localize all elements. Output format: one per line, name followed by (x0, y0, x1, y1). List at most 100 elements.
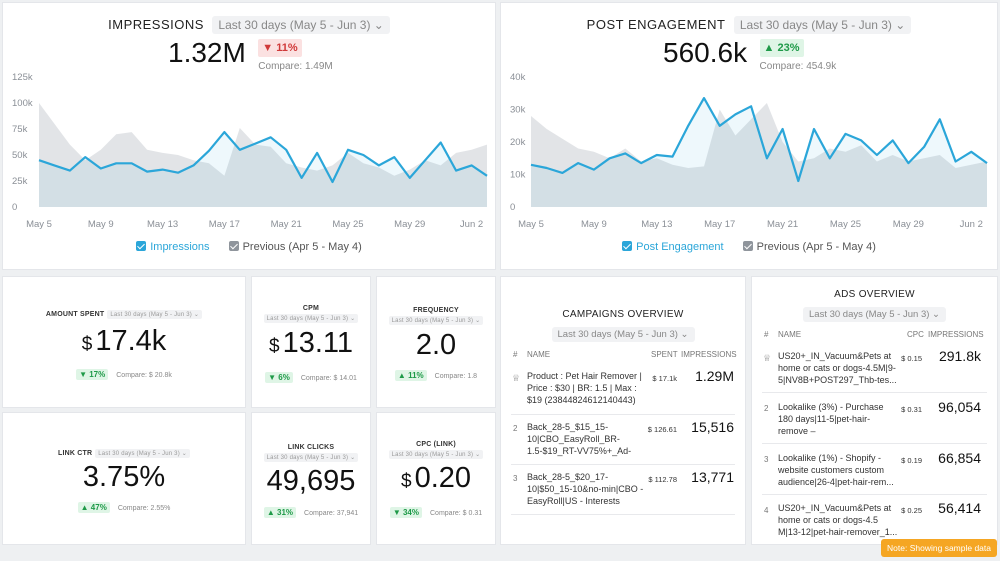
kpi-title: AMOUNT SPENT Last 30 days (May 5 - Jun 3)… (3, 310, 245, 319)
ads-range-row: Last 30 days (May 5 - Jun 3) ⌄ (752, 304, 997, 322)
kpi-delta: ▼ 6% (265, 372, 293, 383)
previous-series-area (531, 103, 987, 207)
y-tick-label: 100k (12, 98, 33, 109)
kpi-value: 49,695 (266, 465, 356, 497)
ad-name[interactable]: US20+_IN_Vacuum&Pets at home or cats or … (778, 503, 898, 537)
kpi-cpm: CPM Last 30 days (May 5 - Jun 3) ⌄ $13.1… (251, 276, 371, 408)
x-tick-label: May 29 (394, 219, 425, 230)
kpi-delta: ▼ 34% (389, 507, 422, 518)
kpi-compare: Compare: 1.8 (434, 373, 478, 380)
current-series-line (530, 97, 988, 183)
col-num-header: # (764, 330, 769, 339)
campaigns-card: CAMPAIGNS OVERVIEW Last 30 days (May 5 -… (500, 276, 746, 545)
y-tick-label: 75k (12, 124, 28, 135)
campaign-name[interactable]: Back_28-5_$15_15-10|CBO_EasyRoll_BR-1.5-… (527, 422, 632, 456)
kpi-value: $17.4k (81, 325, 167, 357)
previous-series-area (39, 103, 487, 207)
ad-cpc: $ 0.25 (901, 506, 922, 515)
ads-card: ADS OVERVIEW Last 30 days (May 5 - Jun 3… (751, 276, 998, 545)
campaign-name[interactable]: Back_28-5_$20_17-10|$50_15-10&no-min|CBO… (527, 472, 644, 506)
checkbox-icon (742, 241, 753, 251)
kpi-compare: Compare: $ 20.8k (116, 372, 172, 379)
kpi-title: FREQUENCY (413, 307, 459, 314)
y-tick-label: 10k (510, 170, 526, 181)
kpi-range-select[interactable]: Last 30 days (May 5 - Jun 3) ⌄ (388, 450, 484, 459)
col-num-header: # (513, 350, 518, 359)
x-tick-label: May 29 (893, 219, 924, 230)
x-tick-label: May 5 (518, 219, 544, 230)
campaign-spent: $ 17.1k (652, 374, 677, 383)
kpi-frequency: FREQUENCY Last 30 days (May 5 - Jun 3) ⌄… (376, 276, 496, 408)
kpi-footer: ▼ 6% Compare: $ 14.01 (252, 367, 370, 385)
col-name-header: NAME (527, 350, 551, 359)
kpi-range-select[interactable]: Last 30 days (May 5 - Jun 3) ⌄ (388, 316, 484, 325)
y-tick-label: 40k (510, 72, 526, 83)
ad-impressions: 96,054 (938, 399, 981, 415)
kpi-range-row: Last 30 days (May 5 - Jun 3) ⌄ (252, 453, 370, 462)
col-impressions-header: IMPRESSIONS (681, 350, 737, 359)
legend-previous[interactable]: Previous (Apr 5 - May 4) (742, 241, 876, 253)
impressions-card: IMPRESSIONS Last 30 days (May 5 - Jun 3)… (2, 2, 496, 270)
x-tick-label: May 21 (767, 219, 798, 230)
sample-data-note: Note: Showing sample data (881, 539, 997, 557)
checkbox-icon (228, 241, 239, 251)
y-tick-label: 20k (510, 137, 526, 148)
engagement-title: POST ENGAGEMENT (586, 17, 726, 32)
legend-previous[interactable]: Previous (Apr 5 - May 4) (228, 241, 362, 253)
y-tick-label: 50k (12, 150, 28, 161)
engagement-range-select[interactable]: Last 30 days (May 5 - Jun 3) ⌄ (733, 16, 912, 34)
campaigns-range-select[interactable]: Last 30 days (May 5 - Jun 3) ⌄ (551, 327, 695, 342)
campaign-spent: $ 112.78 (648, 475, 677, 484)
kpi-range-select[interactable]: Last 30 days (May 5 - Jun 3) ⌄ (107, 310, 203, 319)
kpi-value: $0.20 (400, 462, 472, 494)
kpi-range-row: Last 30 days (May 5 - Jun 3) ⌄ (377, 316, 495, 325)
x-tick-label: May 9 (88, 219, 114, 230)
engagement-compare: Compare: 454.9k (759, 61, 837, 72)
ad-name[interactable]: Lookalike (3%) - Purchase 180 days|11-5|… (778, 402, 884, 436)
kpi-amount-spent: AMOUNT SPENT Last 30 days (May 5 - Jun 3)… (2, 276, 246, 408)
row-divider (762, 392, 987, 393)
kpi-title: CPC (LINK) (416, 441, 456, 448)
impressions-delta: ▼ 11% (258, 39, 302, 57)
current-series-area (39, 132, 487, 207)
ad-cpc: $ 0.19 (901, 456, 922, 465)
trophy-icon: ♕ (763, 353, 772, 363)
legend-impressions[interactable]: Impressions (136, 241, 210, 253)
kpi-range-select[interactable]: Last 30 days (May 5 - Jun 3) ⌄ (263, 453, 359, 462)
impressions-kpi: 1.32M ▼ 11% Compare: 1.49M (168, 37, 333, 75)
kpi-range-select[interactable]: Last 30 days (May 5 - Jun 3) ⌄ (263, 314, 359, 323)
col-impressions-header: IMPRESSIONS (928, 330, 984, 339)
campaign-impressions: 13,771 (691, 469, 734, 485)
checkbox-icon (622, 241, 633, 251)
checkbox-icon (136, 241, 147, 251)
impressions-chart: 0 25k 50k 75k 100k 125k May 5 May 9 May 13 May 17… (12, 72, 488, 230)
row-number: 2 (513, 424, 518, 433)
ad-impressions: 56,414 (938, 500, 981, 516)
kpi-link-ctr: LINK CTR Last 30 days (May 5 - Jun 3) ⌄ 3… (2, 412, 246, 545)
x-tick-label: Jun 2 (960, 219, 983, 230)
col-spent-header: SPENT (651, 350, 678, 359)
kpi-compare: Compare: 37,941 (304, 510, 359, 517)
row-divider (762, 494, 987, 495)
impressions-value: 1.32M (168, 37, 246, 68)
y-tick-label: 25k (12, 176, 28, 187)
engagement-header: POST ENGAGEMENT Last 30 days (May 5 - Ju… (501, 16, 997, 34)
campaign-spent: $ 126.61 (647, 425, 677, 434)
ad-name[interactable]: US20+_IN_Vacuum&Pets at home or cats or … (778, 351, 897, 385)
legend-engagement[interactable]: Post Engagement (622, 241, 724, 253)
x-tick-label: May 13 (147, 219, 178, 230)
row-number: 2 (764, 404, 769, 413)
campaign-name[interactable]: Product : Pet Hair Remover | Price : $30… (527, 371, 642, 405)
kpi-footer: ▲ 11% Compare: 1.8 (377, 365, 495, 383)
row-number: 3 (764, 455, 769, 464)
kpi-range-select[interactable]: Last 30 days (May 5 - Jun 3) ⌄ (95, 449, 190, 458)
current-series-line (38, 131, 488, 184)
impressions-range-select[interactable]: Last 30 days (May 5 - Jun 3) ⌄ (212, 16, 390, 34)
ads-range-select[interactable]: Last 30 days (May 5 - Jun 3) ⌄ (803, 307, 946, 322)
engagement-delta: ▲ 23% (759, 39, 804, 57)
ad-name[interactable]: Lookalike (1%) - Shopify - website custo… (778, 453, 894, 487)
row-divider (762, 443, 987, 444)
campaigns-range-row: Last 30 days (May 5 - Jun 3) ⌄ (501, 324, 745, 342)
ad-cpc: $ 0.15 (901, 354, 922, 363)
x-tick-label: May 5 (26, 219, 52, 230)
